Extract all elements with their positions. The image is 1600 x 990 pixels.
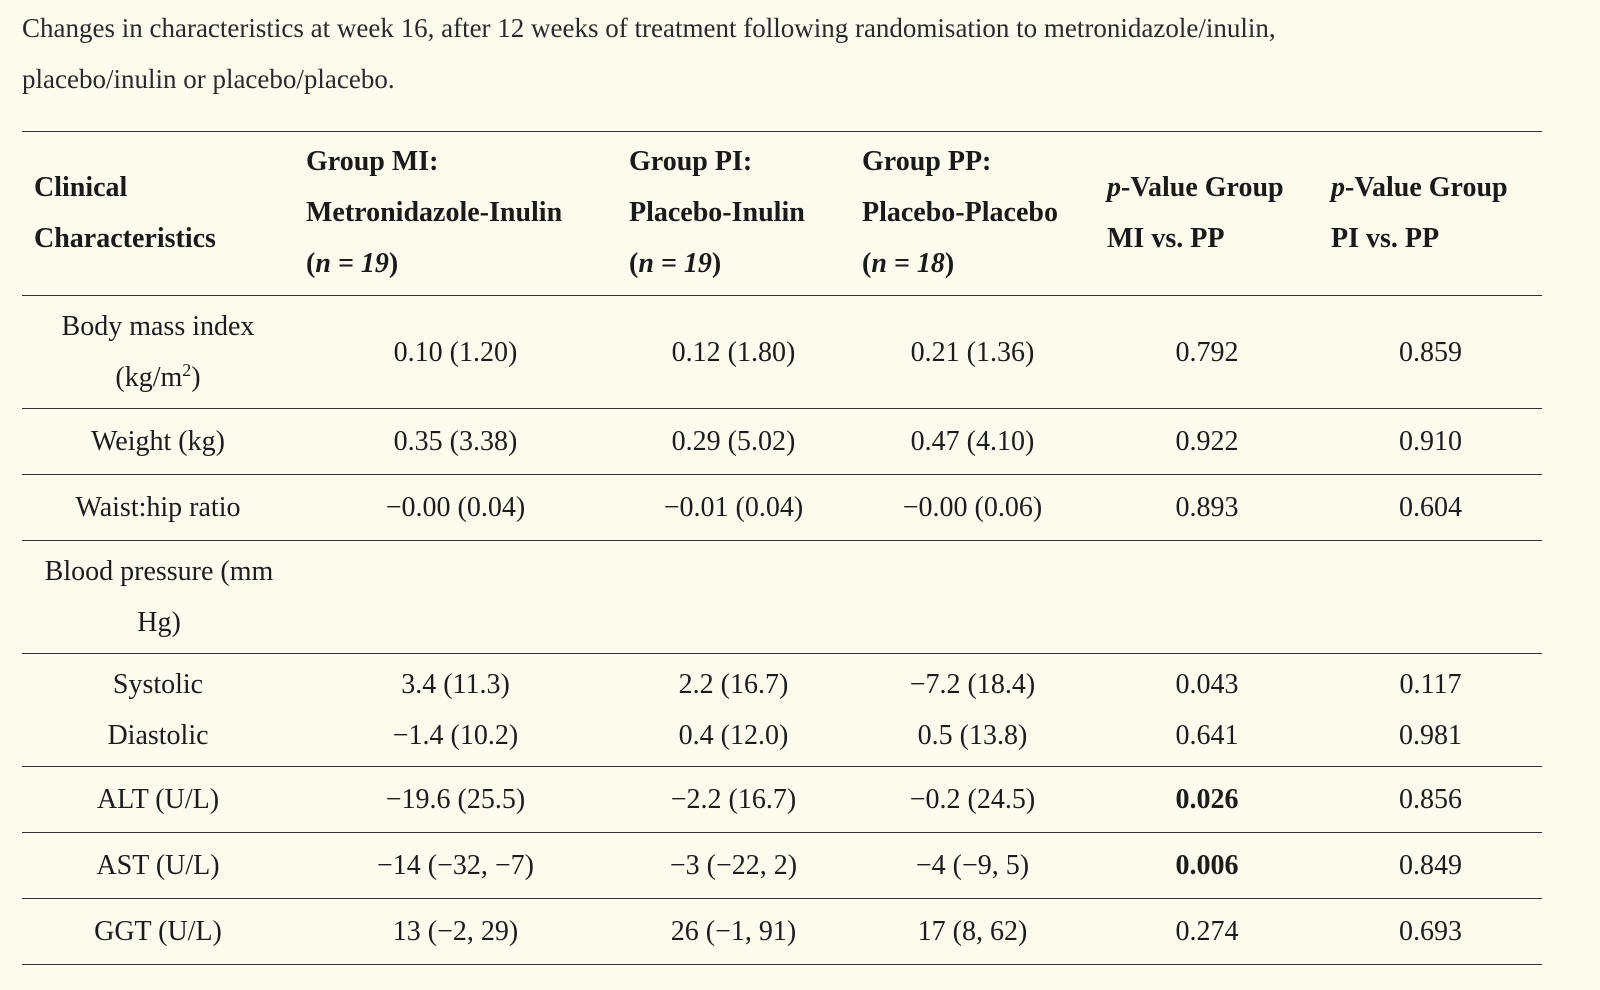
empty-cell [1319,541,1542,654]
section-label-blood-pressure: Blood pressure (mm Hg) [44,556,274,638]
table-row-waist-hip-ratio: Waist:hip ratio −0.00 (0.04) −0.01 (0.04… [22,475,1542,541]
characteristics-table: Clinical Characteristics Group MI: Metroni… [22,131,1542,965]
cell-p-mi-pp: 0.043 0.641 [1175,669,1239,751]
caption-line-2: placebo/inulin or placebo/placebo. [22,64,395,94]
table-row-blood-pressure-section: Blood pressure (mm Hg) [22,541,1542,654]
cell-pp: −7.2 (18.4) 0.5 (13.8) [909,669,1036,751]
cell-p-mi-pp: 0.006 [1175,850,1239,881]
cell-mi: −14 (−32, −7) [376,850,535,881]
row-label: GGT (U/L) [94,916,222,947]
cell-pi: −2.2 (16.7) [670,784,797,815]
cell-p-pi-pp: 0.856 [1399,784,1462,815]
row-label: AST (U/L) [96,850,220,881]
header-group-pi: Group PI: Placebo-Inulin (n = 19) [629,146,805,279]
cell-p-pi-pp: 0.849 [1399,850,1462,881]
header-p-value-pi-vs-pp: p-Value Group PI vs. PP [1331,171,1508,254]
cell-pi: −3 (−22, 2) [669,850,798,881]
cell-pi: −0.01 (0.04) [663,492,804,523]
cell-pp: 0.21 (1.36) [910,336,1035,368]
cell-mi: −19.6 (25.5) [385,784,526,815]
cell-pi: 0.12 (1.80) [671,336,796,368]
header-group-pp: Group PP: Placebo-Placebo (n = 18) [862,146,1058,279]
table-row-ast: AST (U/L) −14 (−32, −7) −3 (−22, 2) −4 (… [22,833,1542,899]
table-header-row: Clinical Characteristics Group MI: Metroni… [22,131,1542,296]
empty-cell [617,541,850,654]
empty-cell [1095,541,1319,654]
cell-pp: 0.47 (4.10) [910,426,1035,457]
cell-pi: 26 (−1, 91) [670,916,797,947]
cell-p-mi-pp: 0.893 [1175,492,1239,523]
table-row-weight: Weight (kg) 0.35 (3.38) 0.29 (5.02) 0.47… [22,409,1542,475]
cell-mi: −0.00 (0.04) [385,492,526,523]
cell-mi: 0.35 (3.38) [393,426,518,457]
cell-pi: 0.29 (5.02) [671,426,796,457]
row-label: Body mass index (kg/m2) [61,311,255,393]
cell-p-pi-pp: 0.117 0.981 [1399,669,1462,751]
row-label: ALT (U/L) [96,784,220,815]
cell-pi: 2.2 (16.7) 0.4 (12.0) [678,669,789,751]
caption-line-1: Changes in characteristics at week 16, a… [22,13,1276,43]
table-caption: Changes in characteristics at week 16, a… [22,3,1522,105]
empty-cell [850,541,1095,654]
header-clinical-characteristics: Clinical Characteristics [34,171,216,254]
cell-p-mi-pp: 0.274 [1175,916,1239,947]
row-label: Waist:hip ratio [75,492,241,523]
cell-p-mi-pp: 0.792 [1175,336,1239,368]
cell-p-pi-pp: 0.859 [1399,336,1462,368]
cell-p-pi-pp: 0.604 [1399,492,1462,523]
cell-mi: 0.10 (1.20) [393,336,518,368]
row-label: Systolic Diastolic [107,669,209,751]
header-group-mi: Group MI: Metronidazole-Inulin (n = 19) [306,146,563,279]
header-p-value-mi-vs-pp: p-Value Group MI vs. PP [1107,171,1284,254]
cell-mi: 3.4 (11.3) −1.4 (10.2) [392,669,519,751]
cell-mi: 13 (−2, 29) [392,916,519,947]
cell-pp: −4 (−9, 5) [915,850,1030,881]
table-row-bmi: Body mass index (kg/m2) 0.10 (1.20) 0.12 … [22,296,1542,409]
cell-p-mi-pp: 0.026 [1175,784,1239,815]
table-row-systolic-diastolic: Systolic Diastolic 3.4 (11.3) −1.4 (10.2) … [22,654,1542,767]
table-row-alt: ALT (U/L) −19.6 (25.5) −2.2 (16.7) −0.2 … [22,767,1542,833]
cell-pp: −0.2 (24.5) [909,784,1036,815]
cell-pp: −0.00 (0.06) [902,492,1043,523]
cell-p-mi-pp: 0.922 [1175,426,1239,457]
cell-p-pi-pp: 0.910 [1399,426,1462,457]
cell-p-pi-pp: 0.693 [1399,916,1462,947]
empty-cell [294,541,617,654]
cell-pp: 17 (8, 62) [917,916,1028,947]
row-label: Weight (kg) [91,426,225,457]
table-row-ggt: GGT (U/L) 13 (−2, 29) 26 (−1, 91) 17 (8,… [22,899,1542,965]
